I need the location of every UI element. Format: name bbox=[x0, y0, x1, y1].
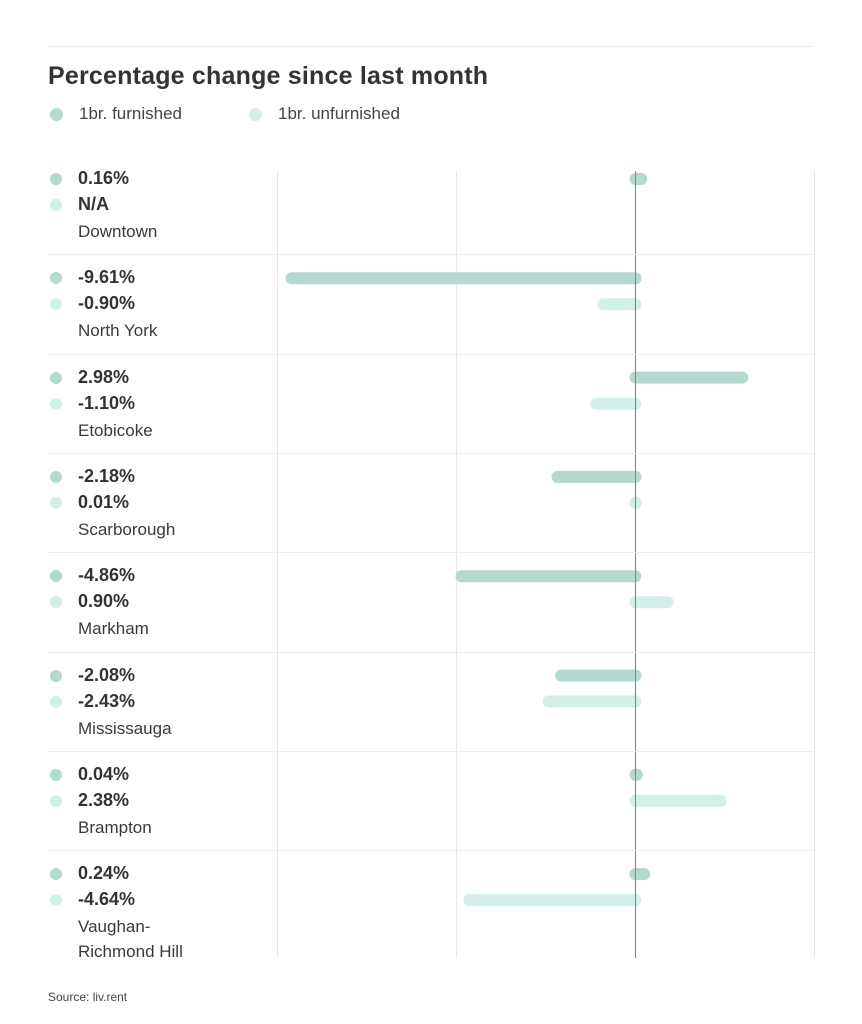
bar-unfurnished bbox=[463, 894, 642, 907]
row-separator bbox=[48, 651, 814, 653]
value-label-furnished: 0.04% bbox=[78, 763, 130, 784]
value-label-furnished: 2.98% bbox=[78, 366, 130, 387]
value-label-unfurnished: -4.64% bbox=[78, 889, 136, 910]
row-separator bbox=[48, 850, 814, 852]
row-dot-furnished bbox=[50, 768, 62, 781]
row-dot-unfurnished bbox=[50, 894, 62, 907]
value-label-unfurnished: 0.90% bbox=[78, 591, 130, 612]
region-name: North York bbox=[78, 321, 158, 341]
bar-furnished bbox=[455, 570, 642, 583]
value-label-unfurnished: -1.10% bbox=[78, 392, 136, 413]
bar-unfurnished bbox=[597, 298, 642, 311]
value-label-furnished: -2.18% bbox=[78, 465, 136, 486]
legend-label-furnished: 1br. furnished bbox=[79, 104, 183, 123]
bar-furnished bbox=[629, 371, 749, 384]
bar-furnished bbox=[629, 173, 648, 185]
value-label-unfurnished: -2.43% bbox=[78, 690, 136, 711]
row-dot-unfurnished bbox=[50, 397, 62, 410]
row-dot-unfurnished bbox=[50, 199, 62, 211]
row-dot-furnished bbox=[50, 470, 62, 483]
row-separator bbox=[48, 552, 814, 554]
legend-item-furnished: 1br. furnished bbox=[50, 104, 182, 124]
chart-source: Source: liv.rent bbox=[48, 990, 128, 1004]
value-label-furnished: 0.24% bbox=[78, 863, 130, 884]
top-divider bbox=[48, 46, 814, 47]
bar-unfurnished bbox=[590, 397, 642, 410]
legend-dot-unfurnished bbox=[249, 107, 262, 121]
legend-label-unfurnished: 1br. unfurnished bbox=[278, 104, 400, 123]
row-dot-furnished bbox=[50, 173, 62, 185]
value-label-furnished: -9.61% bbox=[78, 267, 136, 288]
value-label-unfurnished: -0.90% bbox=[78, 293, 136, 314]
bar-furnished bbox=[551, 470, 642, 483]
value-label-unfurnished: N/A bbox=[78, 194, 109, 214]
row-separator bbox=[48, 750, 814, 752]
region-name: Markham bbox=[78, 619, 149, 639]
row-dot-furnished bbox=[50, 868, 62, 881]
region-name: Brampton bbox=[78, 817, 152, 837]
value-label-furnished: -2.08% bbox=[78, 664, 136, 685]
region-name: Downtown bbox=[78, 222, 158, 241]
bar-furnished bbox=[629, 768, 643, 781]
row-dot-furnished bbox=[50, 371, 62, 384]
value-label-unfurnished: 0.01% bbox=[78, 491, 130, 512]
row-dot-unfurnished bbox=[50, 596, 62, 609]
region-name: Scarborough bbox=[78, 519, 176, 539]
bar-unfurnished bbox=[629, 794, 727, 807]
region-name: Mississauga bbox=[78, 718, 172, 738]
value-label-furnished: -4.86% bbox=[78, 565, 136, 586]
region-name: Etobicoke bbox=[78, 420, 153, 440]
row-dot-unfurnished bbox=[50, 794, 62, 807]
bar-furnished bbox=[629, 868, 651, 881]
region-name: Vaughan- Richmond Hill bbox=[78, 917, 183, 962]
bar-unfurnished bbox=[629, 596, 674, 609]
chart-title: Percentage change since last month bbox=[48, 62, 489, 90]
row-dot-furnished bbox=[50, 272, 62, 285]
bar-furnished bbox=[555, 669, 642, 682]
row-dot-unfurnished bbox=[50, 695, 62, 708]
bar-furnished bbox=[285, 272, 642, 285]
legend-item-unfurnished: 1br. unfurnished bbox=[249, 104, 400, 124]
value-label-furnished: 0.16% bbox=[78, 168, 130, 188]
row-dot-furnished bbox=[50, 669, 62, 682]
bar-unfurnished bbox=[542, 695, 642, 708]
row-separator bbox=[48, 353, 814, 355]
row-dot-furnished bbox=[50, 570, 62, 583]
row-separator bbox=[48, 452, 814, 454]
legend-dot-furnished bbox=[50, 107, 63, 121]
value-label-unfurnished: 2.38% bbox=[78, 789, 130, 810]
row-dot-unfurnished bbox=[50, 298, 62, 311]
row-separator bbox=[48, 254, 814, 256]
row-dot-unfurnished bbox=[50, 496, 62, 509]
